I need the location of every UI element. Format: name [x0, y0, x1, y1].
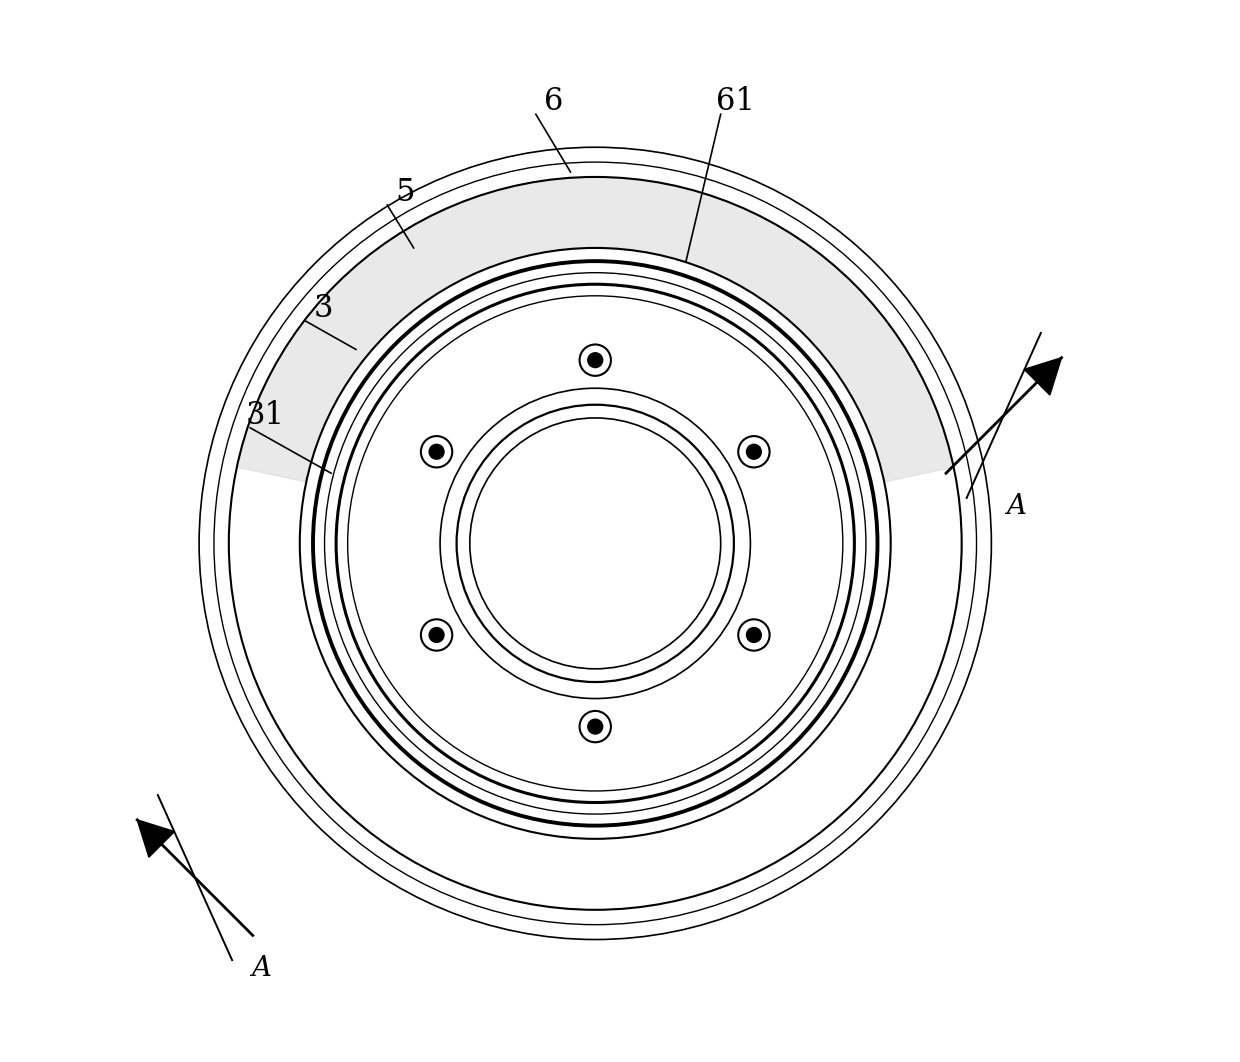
- Circle shape: [746, 628, 761, 643]
- Text: 3: 3: [314, 293, 332, 324]
- Polygon shape: [237, 177, 954, 482]
- Polygon shape: [1024, 358, 1061, 395]
- Circle shape: [429, 444, 444, 459]
- Text: A: A: [1006, 493, 1027, 519]
- Polygon shape: [138, 820, 175, 857]
- Text: 31: 31: [246, 400, 285, 431]
- Text: A: A: [250, 955, 272, 982]
- Circle shape: [429, 628, 444, 643]
- Circle shape: [588, 719, 603, 734]
- Circle shape: [588, 353, 603, 367]
- Text: 6: 6: [544, 86, 564, 118]
- Circle shape: [746, 444, 761, 459]
- Text: 61: 61: [717, 86, 755, 118]
- Text: 5: 5: [396, 177, 415, 208]
